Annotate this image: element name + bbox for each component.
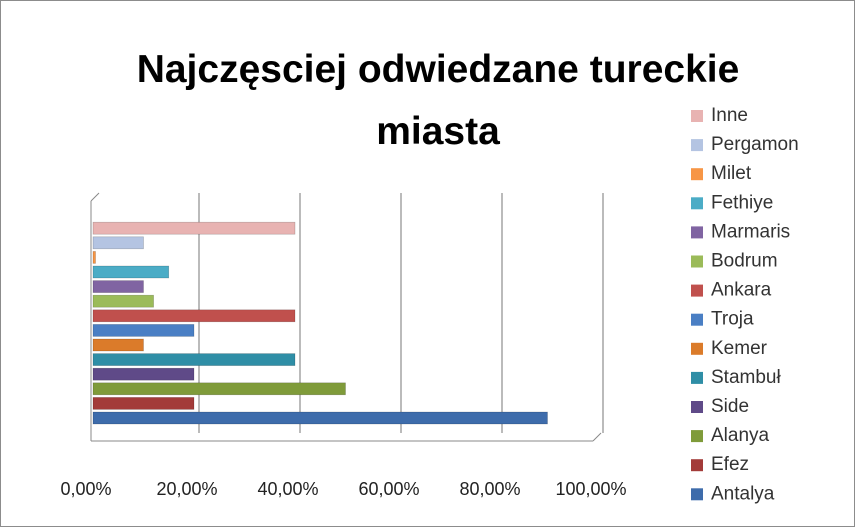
bar: [92, 294, 154, 308]
bar: [92, 221, 296, 235]
bar: [92, 324, 195, 337]
bar: [92, 265, 170, 279]
legend-label: Milet: [711, 163, 752, 184]
bar: [92, 338, 144, 352]
x-tick-label: 80,00%: [459, 479, 520, 499]
legend-swatch: [691, 371, 703, 384]
x-tick-label: 40,00%: [257, 479, 318, 499]
legend-swatch: [691, 430, 703, 443]
x-tick-label: 20,00%: [156, 479, 217, 499]
legend-swatch: [691, 110, 703, 122]
bar: [92, 411, 548, 425]
bar: [92, 397, 195, 410]
x-tick-label: 60,00%: [358, 479, 419, 499]
legend-swatch: [691, 168, 703, 181]
legend-label: Antalya: [711, 483, 775, 504]
legend-label: Ankara: [711, 280, 772, 301]
legend-label: Marmaris: [711, 221, 790, 242]
legend-swatch: [691, 342, 703, 355]
floor-edge: [592, 432, 602, 442]
legend-label: Fethiye: [711, 192, 773, 213]
bar: [92, 236, 144, 250]
legend-swatch: [691, 459, 703, 472]
legend-swatch: [691, 226, 703, 239]
legend-swatch: [691, 139, 703, 152]
bar: [92, 309, 296, 323]
bar: [92, 382, 346, 396]
legend-swatch: [691, 313, 703, 326]
legend-label: Troja: [711, 309, 754, 330]
legend-swatch: [691, 197, 703, 210]
legend-label: Kemer: [711, 338, 768, 359]
legend-label: Bodrum: [711, 251, 778, 272]
bar: [92, 280, 144, 293]
legend-swatch: [691, 284, 703, 297]
legend-label: Pergamon: [711, 134, 799, 155]
x-tick-label: 0,00%: [60, 479, 111, 499]
legend-label: Side: [711, 396, 749, 417]
legend-label: Stambuł: [711, 367, 781, 388]
bar: [92, 353, 296, 366]
bar: [92, 367, 195, 381]
legend-swatch: [691, 401, 703, 413]
legend-swatch: [691, 488, 703, 501]
x-tick-label: 100,00%: [555, 479, 626, 499]
legend-label: Alanya: [711, 425, 770, 446]
chart-title: Najczęsciej odwiedzane tureckie miasta: [136, 48, 740, 153]
legend-label: Inne: [711, 105, 748, 126]
axis-edge: [90, 192, 100, 202]
bar: [92, 251, 96, 264]
legend-swatch: [691, 255, 703, 268]
legend-label: Efez: [711, 454, 749, 475]
